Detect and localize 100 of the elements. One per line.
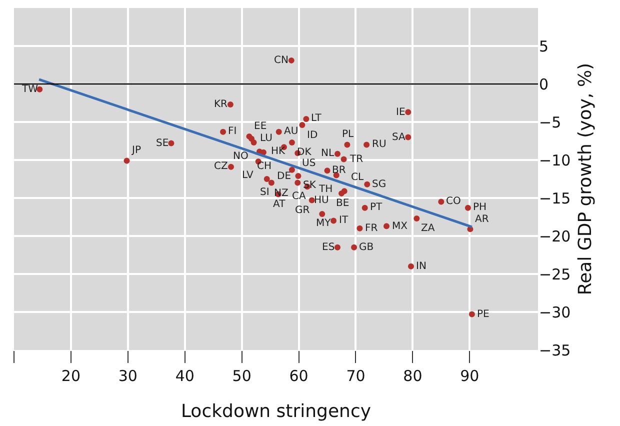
x-axis-title: Lockdown stringency [180, 401, 372, 422]
data-label: ES [322, 242, 335, 253]
point [384, 223, 390, 230]
y-tick-label: −10 [539, 151, 571, 170]
point [414, 216, 420, 222]
y-tick-label: −15 [539, 189, 571, 208]
point [408, 263, 414, 270]
data-label: PE [477, 309, 490, 320]
point [438, 198, 444, 205]
point [268, 180, 274, 186]
point [288, 57, 294, 64]
data-label: IT [339, 215, 349, 226]
data-label: LV [242, 170, 254, 181]
data-label: SG [372, 179, 386, 190]
data-label: CO [446, 196, 461, 207]
y-tick-label: −25 [539, 265, 571, 284]
data-label: ID [307, 130, 318, 141]
y-tick-label: −30 [539, 303, 571, 322]
point [364, 181, 370, 188]
data-label: GB [359, 242, 374, 253]
y-tick-label: 0 [539, 75, 549, 94]
y-tick-label: −5 [539, 113, 562, 132]
x-tick-label: 40 [175, 367, 194, 385]
point [220, 128, 226, 135]
x-tick-label: 90 [460, 367, 480, 385]
data-label: TW [21, 84, 38, 95]
point [364, 142, 370, 148]
point [276, 128, 282, 135]
data-label: SI [260, 187, 270, 198]
data-label: HK [271, 146, 286, 157]
point [464, 204, 471, 211]
point [308, 197, 315, 204]
point [124, 158, 130, 164]
x-tick-label: 50 [232, 367, 252, 385]
point [227, 102, 234, 108]
data-label: HU [314, 195, 329, 206]
data-label: PH [473, 202, 487, 213]
data-label: ZA [421, 223, 435, 234]
data-label: IN [416, 261, 426, 272]
y-tick-label: −20 [539, 227, 571, 246]
data-label: PL [342, 129, 354, 140]
data-label: KR [214, 99, 228, 110]
data-label: AT [273, 199, 286, 210]
point [295, 172, 302, 179]
data-label: LT [311, 113, 322, 124]
data-label: SA [392, 132, 406, 143]
point [324, 168, 330, 174]
data-label: NL [321, 148, 334, 159]
data-label: AU [284, 126, 298, 137]
data-label: CZ [214, 161, 228, 172]
point [356, 225, 363, 232]
data-label: JP [131, 145, 141, 156]
data-label: MX [392, 221, 408, 232]
point [334, 244, 341, 250]
point [264, 176, 270, 182]
data-label: PT [370, 202, 384, 213]
point [341, 188, 348, 194]
point [340, 156, 347, 162]
point [330, 218, 337, 224]
point [250, 140, 257, 146]
data-label: US [302, 158, 316, 169]
point [228, 164, 234, 170]
point [168, 140, 174, 146]
point [344, 142, 350, 148]
x-tick-label: 80 [403, 367, 422, 385]
y-axis-title: Real GDP growth (yoy, %) [574, 62, 596, 296]
point [288, 140, 295, 146]
y-tick-label: 5 [539, 37, 549, 56]
point [299, 122, 306, 128]
data-label: NO [233, 151, 248, 162]
data-label: BR [332, 165, 346, 176]
point [334, 150, 341, 157]
data-label: FI [228, 126, 237, 137]
data-label: BE [336, 198, 350, 209]
data-label: AR [475, 214, 489, 225]
point [294, 180, 301, 186]
x-tick-label: 70 [346, 367, 366, 385]
point [303, 116, 310, 122]
data-label: RU [372, 139, 386, 150]
point [351, 244, 358, 250]
data-label: SE [156, 138, 169, 149]
point [405, 109, 412, 116]
point [288, 166, 295, 173]
data-label: EE [254, 121, 267, 132]
point [319, 210, 326, 217]
data-label: FR [365, 223, 378, 234]
data-label: CN [274, 55, 288, 66]
data-label: GR [295, 205, 310, 216]
data-label: LU [260, 133, 272, 144]
data-label: MY [316, 218, 332, 229]
point [405, 134, 412, 140]
x-tick-label: 20 [61, 367, 81, 385]
x-tick-label: 60 [289, 367, 308, 385]
y-tick-label: −35 [539, 341, 571, 360]
data-label: CH [257, 161, 272, 172]
data-label: TH [318, 184, 333, 195]
x-tick-label: 30 [118, 367, 138, 385]
data-label: CL [351, 172, 364, 183]
data-label: DE [277, 171, 292, 182]
data-label: IE [396, 107, 406, 118]
